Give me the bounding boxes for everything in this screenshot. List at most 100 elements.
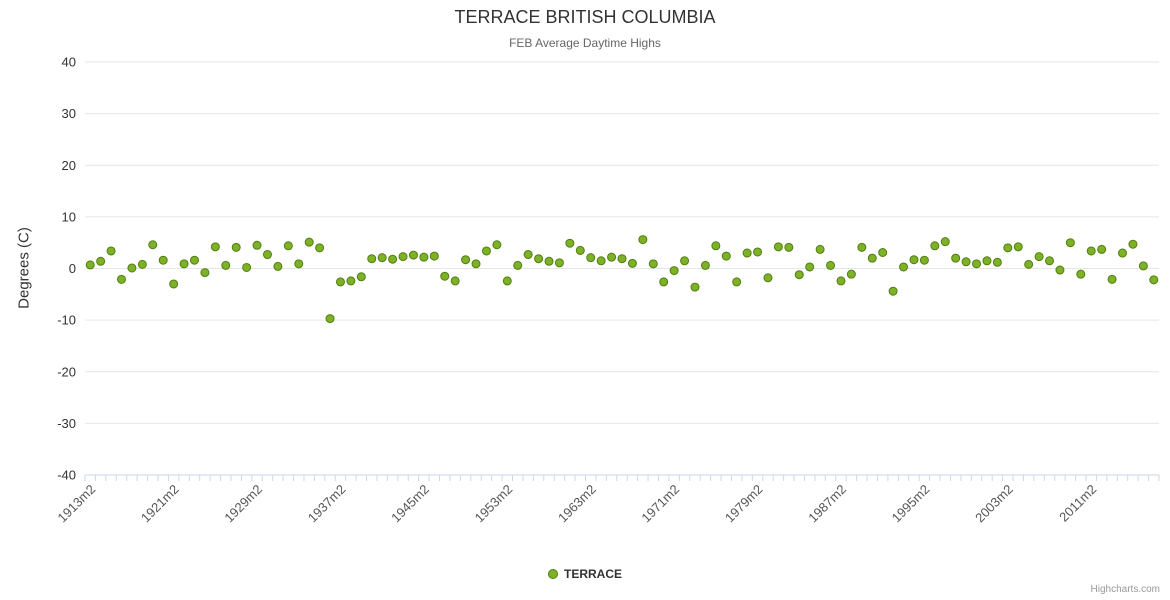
scatter-point[interactable] bbox=[158, 255, 168, 265]
scatter-point[interactable] bbox=[1118, 248, 1128, 258]
scatter-point[interactable] bbox=[471, 259, 481, 269]
scatter-point[interactable] bbox=[700, 260, 710, 270]
scatter-point[interactable] bbox=[857, 242, 867, 252]
scatter-point[interactable] bbox=[356, 272, 366, 282]
scatter-point[interactable] bbox=[189, 255, 199, 265]
scatter-point[interactable] bbox=[377, 253, 387, 263]
scatter-point[interactable] bbox=[638, 235, 648, 245]
scatter-point[interactable] bbox=[450, 276, 460, 286]
scatter-point[interactable] bbox=[85, 260, 95, 270]
scatter-point[interactable] bbox=[315, 243, 325, 253]
scatter-point[interactable] bbox=[169, 279, 179, 289]
scatter-point[interactable] bbox=[367, 254, 377, 264]
scatter-point[interactable] bbox=[461, 255, 471, 265]
scatter-point[interactable] bbox=[690, 282, 700, 292]
scatter-point[interactable] bbox=[1003, 243, 1013, 253]
credits-link[interactable]: Highcharts.com bbox=[1090, 584, 1160, 595]
scatter-point[interactable] bbox=[231, 242, 241, 252]
scatter-point[interactable] bbox=[481, 246, 491, 256]
scatter-point[interactable] bbox=[1076, 269, 1086, 279]
scatter-point[interactable] bbox=[398, 252, 408, 262]
scatter-point[interactable] bbox=[492, 240, 502, 250]
scatter-point[interactable] bbox=[596, 256, 606, 266]
scatter-point[interactable] bbox=[242, 262, 252, 272]
scatter-point[interactable] bbox=[826, 260, 836, 270]
scatter-point[interactable] bbox=[1065, 238, 1075, 248]
scatter-point[interactable] bbox=[388, 254, 398, 264]
scatter-point[interactable] bbox=[408, 250, 418, 260]
scatter-point[interactable] bbox=[732, 277, 742, 287]
scatter-point[interactable] bbox=[940, 237, 950, 247]
scatter-point[interactable] bbox=[294, 259, 304, 269]
scatter-point[interactable] bbox=[1107, 274, 1117, 284]
scatter-point[interactable] bbox=[534, 254, 544, 264]
scatter-point[interactable] bbox=[283, 241, 293, 251]
scatter-point[interactable] bbox=[794, 270, 804, 280]
scatter-point[interactable] bbox=[805, 262, 815, 272]
scatter-point[interactable] bbox=[96, 256, 106, 266]
scatter-point[interactable] bbox=[992, 257, 1002, 267]
legend-item-terrace[interactable]: TERRACE bbox=[547, 567, 622, 581]
scatter-point[interactable] bbox=[763, 273, 773, 283]
scatter-point[interactable] bbox=[617, 254, 627, 264]
scatter-point[interactable] bbox=[669, 266, 679, 276]
scatter-point[interactable] bbox=[659, 277, 669, 287]
scatter-point[interactable] bbox=[1013, 242, 1023, 252]
scatter-point[interactable] bbox=[106, 246, 116, 256]
scatter-point[interactable] bbox=[1149, 275, 1159, 285]
scatter-point[interactable] bbox=[878, 247, 888, 257]
scatter-point[interactable] bbox=[273, 261, 283, 271]
scatter-point[interactable] bbox=[972, 259, 982, 269]
scatter-point[interactable] bbox=[899, 262, 909, 272]
scatter-point[interactable] bbox=[429, 251, 439, 261]
scatter-point[interactable] bbox=[1024, 259, 1034, 269]
scatter-point[interactable] bbox=[1086, 246, 1096, 256]
scatter-point[interactable] bbox=[1034, 252, 1044, 262]
scatter-point[interactable] bbox=[210, 242, 220, 252]
scatter-point[interactable] bbox=[951, 253, 961, 263]
scatter-point[interactable] bbox=[116, 274, 126, 284]
scatter-point[interactable] bbox=[513, 260, 523, 270]
scatter-point[interactable] bbox=[742, 248, 752, 258]
scatter-point[interactable] bbox=[586, 253, 596, 263]
scatter-point[interactable] bbox=[335, 277, 345, 287]
scatter-point[interactable] bbox=[846, 269, 856, 279]
scatter-point[interactable] bbox=[784, 242, 794, 252]
scatter-point[interactable] bbox=[440, 271, 450, 281]
scatter-point[interactable] bbox=[523, 250, 533, 260]
scatter-point[interactable] bbox=[419, 252, 429, 262]
scatter-point[interactable] bbox=[982, 256, 992, 266]
scatter-point[interactable] bbox=[909, 255, 919, 265]
scatter-point[interactable] bbox=[127, 263, 137, 273]
scatter-point[interactable] bbox=[1055, 265, 1065, 275]
scatter-point[interactable] bbox=[815, 244, 825, 254]
scatter-point[interactable] bbox=[221, 260, 231, 270]
scatter-point[interactable] bbox=[607, 252, 617, 262]
scatter-point[interactable] bbox=[930, 241, 940, 251]
scatter-point[interactable] bbox=[627, 258, 637, 268]
scatter-point[interactable] bbox=[148, 240, 158, 250]
scatter-point[interactable] bbox=[137, 259, 147, 269]
scatter-point[interactable] bbox=[961, 257, 971, 267]
scatter-point[interactable] bbox=[262, 250, 272, 260]
scatter-point[interactable] bbox=[554, 258, 564, 268]
scatter-point[interactable] bbox=[200, 268, 210, 278]
scatter-point[interactable] bbox=[721, 251, 731, 261]
scatter-point[interactable] bbox=[836, 276, 846, 286]
scatter-point[interactable] bbox=[565, 238, 575, 248]
scatter-point[interactable] bbox=[680, 256, 690, 266]
scatter-point[interactable] bbox=[711, 241, 721, 251]
scatter-point[interactable] bbox=[1138, 261, 1148, 271]
scatter-point[interactable] bbox=[773, 242, 783, 252]
scatter-point[interactable] bbox=[575, 245, 585, 255]
scatter-point[interactable] bbox=[888, 286, 898, 296]
scatter-point[interactable] bbox=[179, 259, 189, 269]
scatter-point[interactable] bbox=[648, 259, 658, 269]
scatter-point[interactable] bbox=[502, 276, 512, 286]
scatter-point[interactable] bbox=[867, 253, 877, 263]
scatter-point[interactable] bbox=[1045, 256, 1055, 266]
scatter-point[interactable] bbox=[304, 237, 314, 247]
scatter-point[interactable] bbox=[544, 256, 554, 266]
scatter-point[interactable] bbox=[1128, 239, 1138, 249]
scatter-point[interactable] bbox=[252, 240, 262, 250]
